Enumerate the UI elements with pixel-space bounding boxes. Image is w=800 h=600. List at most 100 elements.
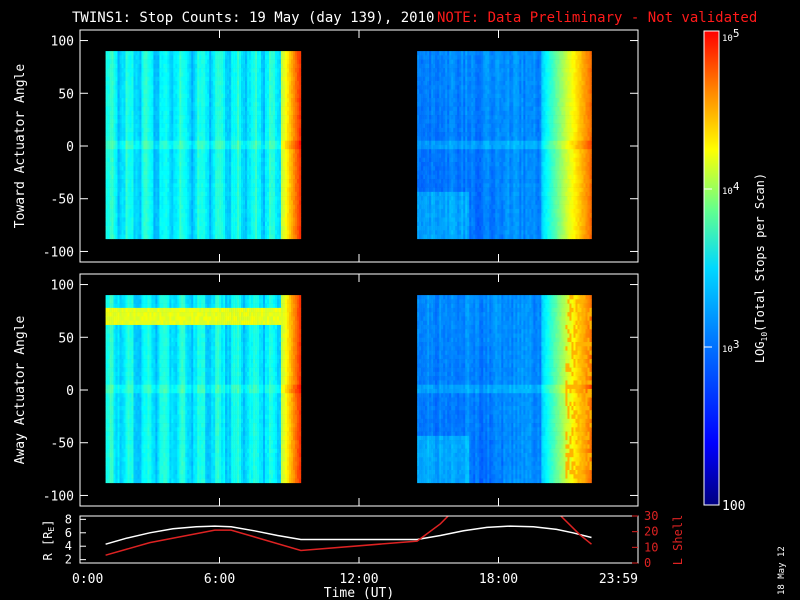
heatmap-cell (207, 183, 210, 188)
heatmap-cell (219, 98, 222, 103)
heatmap-cell (288, 127, 292, 133)
heatmap-cell (251, 80, 254, 86)
heatmap-cell (151, 166, 154, 171)
heatmap-cell (189, 221, 192, 227)
heatmap-cell (219, 51, 222, 56)
heatmap-cell (231, 230, 234, 235)
heatmap-cell (270, 102, 274, 107)
heatmap-cell (239, 76, 242, 82)
heatmap-cell (125, 221, 128, 227)
heatmap-cell (292, 174, 296, 180)
heatmap-cell (213, 157, 216, 163)
heatmap-cell (239, 230, 242, 235)
heatmap-cell (199, 119, 202, 124)
heatmap-cell (217, 204, 220, 210)
heatmap-cell (249, 157, 252, 163)
heatmap-cell (429, 63, 432, 69)
heatmap-cell (263, 140, 266, 146)
heatmap-cell (296, 102, 300, 107)
heatmap-cell (149, 208, 152, 214)
heatmap-cell (199, 221, 202, 227)
heatmap-cell (219, 149, 222, 154)
heatmap-cell (247, 170, 250, 176)
heatmap-cell (131, 200, 134, 205)
heatmap-cell (185, 132, 188, 137)
heatmap-cell (272, 93, 276, 99)
heatmap-cell (111, 80, 114, 86)
heatmap-cell (197, 76, 200, 82)
heatmap-cell (177, 110, 180, 116)
heatmap-cell (286, 89, 290, 95)
heatmap-cell (433, 89, 436, 95)
heatmap-cell (133, 183, 136, 188)
heatmap-cell (133, 174, 136, 180)
heatmap-cell (443, 55, 446, 60)
heatmap-cell (109, 80, 112, 86)
heatmap-cell (294, 204, 298, 210)
heatmap-cell (201, 51, 204, 56)
heatmap-cell (143, 183, 146, 188)
heatmap-cell (195, 110, 198, 116)
heatmap-cell (421, 68, 424, 73)
heatmap-cell (421, 196, 424, 201)
heatmap-cell (423, 110, 426, 116)
heatmap-cell (127, 132, 130, 137)
heatmap-cell (213, 72, 216, 77)
heatmap-cell (129, 76, 132, 82)
heatmap-cell (233, 51, 236, 56)
heatmap-cell (167, 89, 170, 95)
heatmap-cell (139, 68, 142, 73)
heatmap-cell (427, 72, 430, 77)
heatmap-cell (247, 162, 250, 167)
heatmap-cell (189, 196, 192, 201)
heatmap-cell (203, 174, 206, 180)
heatmap-cell (119, 183, 122, 188)
heatmap-cell (282, 191, 286, 197)
heatmap-cell (298, 132, 302, 137)
heatmap-cell (241, 127, 244, 133)
heatmap-cell (274, 226, 278, 231)
heatmap-cell (231, 217, 234, 223)
heatmap-cell (284, 127, 288, 133)
heatmap-cell (165, 208, 168, 214)
heatmap-cell (143, 226, 146, 231)
heatmap-cell (231, 98, 234, 103)
heatmap-cell (105, 196, 108, 201)
heatmap-cell (167, 93, 170, 99)
heatmap-cell (447, 68, 450, 73)
heatmap-cell (255, 183, 258, 188)
heatmap-cell (443, 174, 446, 180)
heatmap-cell (253, 208, 256, 214)
heatmap-cell (175, 89, 178, 95)
heatmap-cell (433, 191, 436, 197)
heatmap-cell (173, 144, 176, 150)
heatmap-cell (276, 149, 280, 154)
heatmap-cell (261, 183, 264, 188)
heatmap-cell (225, 127, 228, 133)
heatmap-cell (245, 115, 248, 120)
heatmap-cell (274, 144, 278, 150)
heatmap-cell (105, 221, 108, 227)
heatmap-cell (175, 208, 178, 214)
heatmap-cell (123, 234, 126, 240)
heatmap-cell (161, 89, 164, 95)
heatmap-cell (225, 140, 228, 146)
heatmap-cell (135, 102, 138, 107)
heatmap-cell (143, 85, 146, 90)
heatmap-cell (257, 93, 260, 99)
heatmap-cell (155, 132, 158, 137)
heatmap-cell (284, 204, 288, 210)
heatmap-cell (205, 102, 208, 107)
heatmap-cell (239, 72, 242, 77)
heatmap-cell (215, 179, 218, 184)
heatmap-cell (417, 59, 420, 65)
heatmap-cell (268, 230, 272, 235)
heatmap-cell (284, 162, 288, 167)
heatmap-cell (163, 166, 166, 171)
heatmap-cell (135, 85, 138, 90)
heatmap-cell (259, 106, 262, 112)
heatmap-cell (423, 72, 426, 77)
heatmap-cell (267, 226, 270, 231)
heatmap-cell (245, 174, 248, 180)
heatmap-cell (237, 123, 240, 129)
